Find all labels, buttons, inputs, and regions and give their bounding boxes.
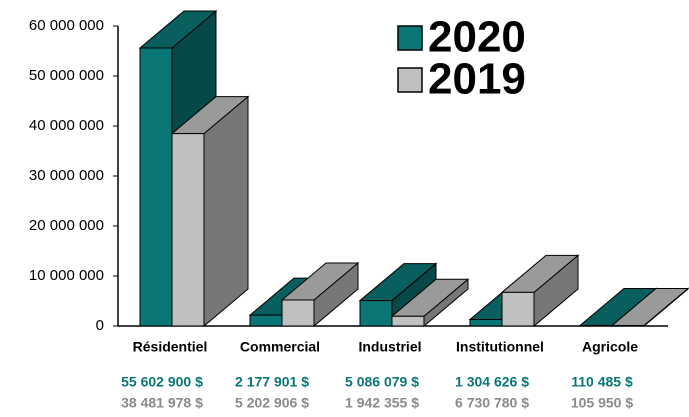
value-label: 6 730 780 $: [455, 395, 529, 411]
bar-front: [139, 47, 173, 327]
x-tick-label: Industriel: [358, 339, 421, 355]
y-tick-label: 60 000 000: [29, 17, 104, 34]
value-label: 2 177 901 $: [235, 374, 309, 390]
bar-front: [359, 300, 393, 327]
bar-side: [203, 95, 249, 328]
y-tick-label: 20 000 000: [29, 217, 104, 234]
bar: [390, 278, 470, 328]
y-tick-label: 0: [96, 317, 104, 334]
y-tick-label: 50 000 000: [29, 67, 104, 84]
value-label: 105 950 $: [571, 395, 633, 411]
bar-front: [469, 318, 503, 327]
bar: [170, 95, 250, 328]
bar-front: [501, 291, 535, 327]
value-label: 5 202 906 $: [235, 395, 309, 411]
y-tick-label: 30 000 000: [29, 167, 104, 184]
x-tick-label: Résidentiel: [133, 339, 208, 355]
bar-front: [391, 315, 425, 327]
bar: [280, 261, 360, 328]
legend-label: 2020: [428, 13, 526, 62]
value-label: 5 086 079 $: [345, 374, 419, 390]
value-label: 1 304 626 $: [455, 374, 529, 390]
bar-front: [171, 133, 205, 327]
value-label: 38 481 978 $: [121, 395, 203, 411]
legend-label: 2019: [428, 55, 526, 104]
bar: [500, 254, 580, 328]
bar-front: [579, 324, 613, 327]
bar-front: [249, 314, 283, 327]
bar-front: [611, 324, 645, 327]
bar: [610, 287, 689, 328]
x-tick-label: Institutionnel: [456, 339, 544, 355]
value-label: 55 602 900 $: [121, 374, 203, 390]
value-label: 1 942 355 $: [345, 395, 419, 411]
y-tick-label: 10 000 000: [29, 267, 104, 284]
legend-swatch: [397, 67, 423, 93]
value-label: 110 485 $: [571, 374, 633, 390]
bar-front: [281, 299, 315, 327]
legend-swatch: [397, 25, 423, 51]
x-tick-label: Commercial: [240, 339, 320, 355]
y-tick-label: 40 000 000: [29, 117, 104, 134]
x-tick-label: Agricole: [582, 339, 638, 355]
